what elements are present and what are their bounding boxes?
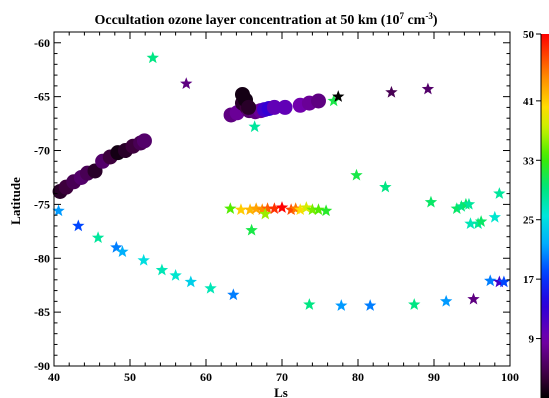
- data-point-star: [137, 253, 150, 266]
- data-point-star: [471, 217, 485, 230]
- y-axis-label: Latitude: [8, 177, 23, 225]
- data-point-star: [493, 275, 506, 288]
- data-point-star: [259, 207, 272, 220]
- data-point-star: [488, 210, 501, 223]
- data-points: [52, 51, 511, 311]
- x-tick-label: 40: [48, 370, 60, 384]
- data-point-star: [306, 203, 319, 216]
- colorbar-tick-label: 33: [523, 155, 535, 167]
- data-point-star: [303, 298, 316, 310]
- data-point-star: [256, 203, 269, 216]
- y-tick-label: -90: [34, 359, 50, 373]
- chart-title: Occultation ozone layer concentration at…: [94, 11, 437, 28]
- data-point-star: [312, 203, 325, 216]
- y-tick-label: -60: [34, 36, 50, 50]
- x-axis-label: Ls: [274, 385, 288, 398]
- x-tick-label: 80: [352, 370, 364, 384]
- y-tick-label: -70: [34, 144, 50, 158]
- data-point-star: [52, 204, 65, 217]
- data-point-star: [294, 203, 307, 216]
- data-point-star: [408, 298, 421, 310]
- data-point-star: [484, 274, 497, 287]
- data-point-star: [91, 231, 105, 244]
- data-point-star: [300, 201, 313, 213]
- data-point-star: [319, 204, 333, 217]
- data-point-star: [335, 299, 348, 311]
- data-point-circle: [136, 133, 152, 149]
- data-point-star: [421, 82, 435, 95]
- data-point-star: [72, 219, 85, 232]
- x-tick-label: 90: [428, 370, 440, 384]
- data-point-star: [462, 197, 476, 210]
- colorbar-tick-label: 9: [529, 334, 535, 346]
- data-point-star: [204, 281, 217, 294]
- data-point-star: [450, 202, 463, 214]
- data-point-circle: [266, 99, 282, 115]
- data-point-circle: [241, 99, 257, 115]
- data-point-star: [424, 195, 438, 208]
- data-point-star: [110, 240, 123, 253]
- data-point-star: [474, 215, 488, 227]
- data-point-star: [332, 90, 345, 102]
- colorbar-tick-label: 41: [523, 96, 534, 108]
- data-point-star: [234, 203, 248, 216]
- data-point-star: [184, 275, 197, 288]
- data-point-star: [224, 202, 237, 214]
- data-point-star: [493, 187, 506, 199]
- colorbar-tick-label: 50: [523, 29, 535, 41]
- data-point-star: [169, 269, 182, 281]
- colorbar-tick-label: 17: [523, 274, 535, 286]
- x-tick-label: 70: [276, 370, 288, 384]
- plot-frame: [53, 31, 511, 367]
- data-point-star: [464, 217, 477, 230]
- data-point-star: [116, 245, 129, 258]
- data-point-star: [385, 85, 398, 98]
- data-point-star: [180, 77, 193, 89]
- y-tick-label: -85: [34, 305, 50, 319]
- x-tick-label: 50: [124, 370, 136, 384]
- data-point-circle: [310, 93, 326, 109]
- x-tick-label: 60: [200, 370, 212, 384]
- y-tick-label: -75: [34, 197, 50, 211]
- data-point-star: [284, 203, 298, 216]
- data-point-star: [439, 294, 453, 307]
- y-tick-label: -65: [34, 90, 50, 104]
- data-point-star: [268, 202, 281, 214]
- y-tick-label: -80: [34, 251, 50, 265]
- data-point-star: [248, 120, 261, 133]
- data-point-star: [467, 292, 480, 305]
- data-point-star: [455, 200, 468, 212]
- x-tick-label: 100: [501, 370, 519, 384]
- data-point-star: [275, 201, 289, 213]
- data-point-star: [243, 203, 257, 216]
- data-point-star: [363, 299, 377, 311]
- colorbar-tick-label: 25: [523, 215, 535, 227]
- data-point-star: [497, 275, 511, 288]
- data-point-star: [327, 94, 340, 107]
- data-point-star: [155, 263, 169, 276]
- data-point-star: [261, 202, 274, 214]
- data-point-star: [146, 51, 159, 64]
- data-point-star: [350, 168, 363, 181]
- data-point-circle: [277, 99, 293, 115]
- data-point-star: [379, 180, 392, 193]
- data-point-star: [245, 223, 258, 236]
- axis-ticks: 40 50 60 70 80 90 100 -60 -65 -70 -75 -80 -85 -90: [34, 31, 519, 384]
- colorbar-gradient: [541, 34, 549, 398]
- data-point-star: [249, 202, 263, 214]
- colorbar: 50 41 33 25 17 9: [523, 29, 549, 398]
- data-point-star: [227, 288, 240, 301]
